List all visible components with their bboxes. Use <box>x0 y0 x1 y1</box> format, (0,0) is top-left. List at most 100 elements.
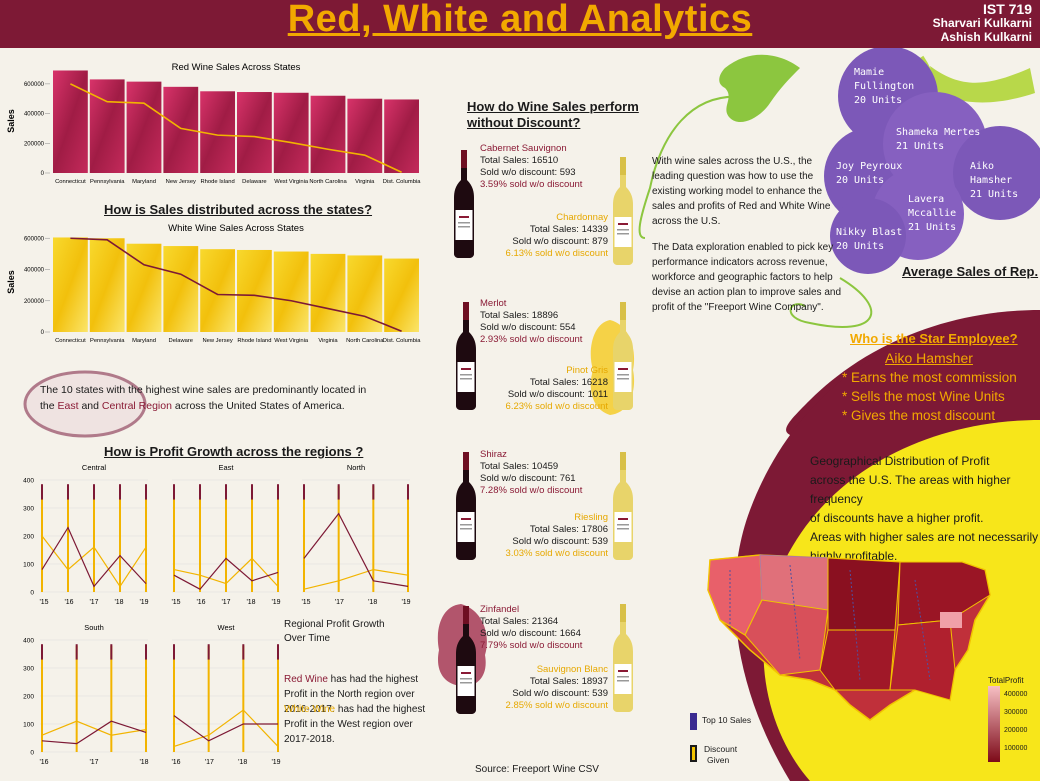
white-bottle-icon <box>612 157 634 270</box>
wine-percent: 3.03% sold w/o discount <box>505 548 608 559</box>
author-2: Ashish Kulkarni <box>940 30 1032 44</box>
y-axis-label: Sales <box>6 109 16 133</box>
star-employee-background <box>734 310 1040 781</box>
vine-tendril <box>638 95 751 239</box>
wine-stats: Riesling Total Sales: 17806 Sold w/o dis… <box>506 512 608 560</box>
y-tick-label: 600000 <box>24 82 45 88</box>
wine-name: Pinot Gris <box>566 365 608 376</box>
x-tick-label: Maryland <box>132 338 156 344</box>
intro-paragraph-1: With wine sales across the U.S., the lea… <box>652 156 831 227</box>
x-tick-label: '15 <box>171 599 180 606</box>
wine-name: Chardonnay <box>556 212 608 223</box>
profit-color-scale <box>988 686 1000 762</box>
x-tick-label: Virginia <box>355 179 375 185</box>
profit-legend: Regional Profit Growth Over Time <box>284 618 434 646</box>
page-title: Red, White and Analytics <box>287 0 753 40</box>
wine-percent: 3.59% sold w/o discount <box>480 179 583 190</box>
y-tick-label: 600000 <box>24 236 45 242</box>
y-axis-label: Sales <box>6 270 16 294</box>
wine-without-discount: Sold w/o discount: 554 <box>480 322 576 333</box>
white-wine-line <box>303 568 409 590</box>
y-tick-label: 300 <box>23 506 34 513</box>
red-bottle-icon <box>455 302 477 415</box>
x-tick-label: '18 <box>139 759 148 766</box>
map-highlight-state <box>940 612 962 628</box>
wine-total: Total Sales: 18937 <box>529 676 608 687</box>
wine-percent: 6.23% sold w/o discount <box>505 401 608 412</box>
rep-nikky: Nikky Blast 20 Units <box>836 227 903 252</box>
y-tick-label: 400000 <box>24 112 45 118</box>
x-tick-label: '17 <box>89 759 98 766</box>
x-tick-label: Delaware <box>242 179 267 185</box>
profit-panel-central: Central 0 100 200 300 400 '15 '16 '17 '18 '19 <box>23 463 149 606</box>
chart-title: Red Wine Sales Across States <box>172 62 301 73</box>
source-note: Source: Freeport Wine CSV <box>475 764 599 775</box>
white-wine-line <box>173 557 279 587</box>
x-tick-label: Rhode Island <box>237 338 271 344</box>
y-tick-label: 400000 <box>24 268 45 274</box>
wine-total: Total Sales: 16218 <box>529 377 608 388</box>
bar <box>347 255 383 332</box>
profit-red-text: has had the highest Profit in the North … <box>284 674 418 715</box>
sales-distribution-title: How is Sales distributed across the stat… <box>104 202 373 217</box>
states-note-east: East <box>57 400 79 412</box>
y-tick-label: 0 <box>41 330 45 336</box>
x-tick-label: '19 <box>271 759 280 766</box>
profit-red-label: Red Wine <box>284 674 328 685</box>
x-tick-label: '17 <box>205 759 214 766</box>
red-wine-line <box>41 720 147 745</box>
x-tick-label: Dist. Columbia <box>383 338 421 344</box>
bar <box>237 249 272 332</box>
x-tick-label: North Carolina <box>346 338 384 344</box>
red-wine-line <box>173 557 279 590</box>
wine-without-discount: Sold w/o discount: 1011 <box>507 389 608 400</box>
x-tick-label: '16 <box>171 759 180 766</box>
bar <box>89 238 125 332</box>
x-tick-label: '16 <box>64 599 73 606</box>
panel-title: West <box>218 623 236 632</box>
wine-name: Cabernet Sauvignon <box>480 143 567 154</box>
x-tick-label: '15 <box>301 599 310 606</box>
y-tick-label: 400 <box>23 478 34 485</box>
x-tick-label: '18 <box>238 759 247 766</box>
wine-without-discount: Sold w/o discount: 593 <box>480 167 576 178</box>
wine-without-discount: Sold w/o discount: 1664 <box>480 628 581 639</box>
profit-panel-north: North '15 '17 '18 '19 <box>301 463 410 606</box>
x-tick-label: Maryland <box>132 179 156 185</box>
x-tick-label: '18 <box>246 599 255 606</box>
top10-label: Top 10 Sales <box>702 715 752 725</box>
x-tick-label: '19 <box>271 599 280 606</box>
x-tick-label: '18 <box>114 599 123 606</box>
red-wine-sales-chart: Red Wine Sales Across States Sales 0 200000… <box>6 62 421 185</box>
rep-lavera: Lavera Mccallie 21 Units <box>908 194 957 233</box>
y-tick-label: 100 <box>23 722 34 729</box>
x-tick-label: '19 <box>401 599 410 606</box>
wine-without-discount: Sold w/o discount: 539 <box>512 688 608 699</box>
wine-percent: 7.28% sold w/o discount <box>480 485 583 496</box>
wine-total: Total Sales: 17806 <box>529 524 608 535</box>
bar <box>163 246 199 332</box>
wine-stats: Merlot Total Sales: 18896 Sold w/o disco… <box>480 298 582 346</box>
red-wine-line <box>173 715 278 742</box>
x-tick-label: Connecticut <box>55 338 86 344</box>
white-wine-line <box>41 535 147 588</box>
x-tick-label: '17 <box>335 599 344 606</box>
white-wine-sales-chart: White Wine Sales Across States Sales 0 2000… <box>6 223 421 344</box>
wine-name: Zinfandel <box>480 604 520 615</box>
white-bottle-icon <box>612 604 634 717</box>
wine-without-discount: Sold w/o discount: 761 <box>480 473 576 484</box>
states-note: The 10 states with the highest wine sale… <box>40 382 380 414</box>
bar <box>273 92 309 173</box>
star-item-units: * Sells the most Wine Units <box>842 389 1005 404</box>
profit-white-text: has had the highest Profit in the West r… <box>284 704 426 745</box>
y-tick-label: 200000 <box>24 141 45 147</box>
red-wine-line <box>303 512 409 587</box>
bar <box>237 92 272 173</box>
wine-percent: 2.93% sold w/o discount <box>480 334 583 345</box>
panel-title: North <box>347 463 365 472</box>
star-item-commission: * Earns the most commission <box>842 370 1017 385</box>
x-tick-label: Virginia <box>318 338 338 344</box>
white-wine-line <box>41 720 147 736</box>
x-tick-label: Dist. Columbia <box>383 179 421 185</box>
discount-key-label: Discount Given <box>704 744 738 765</box>
